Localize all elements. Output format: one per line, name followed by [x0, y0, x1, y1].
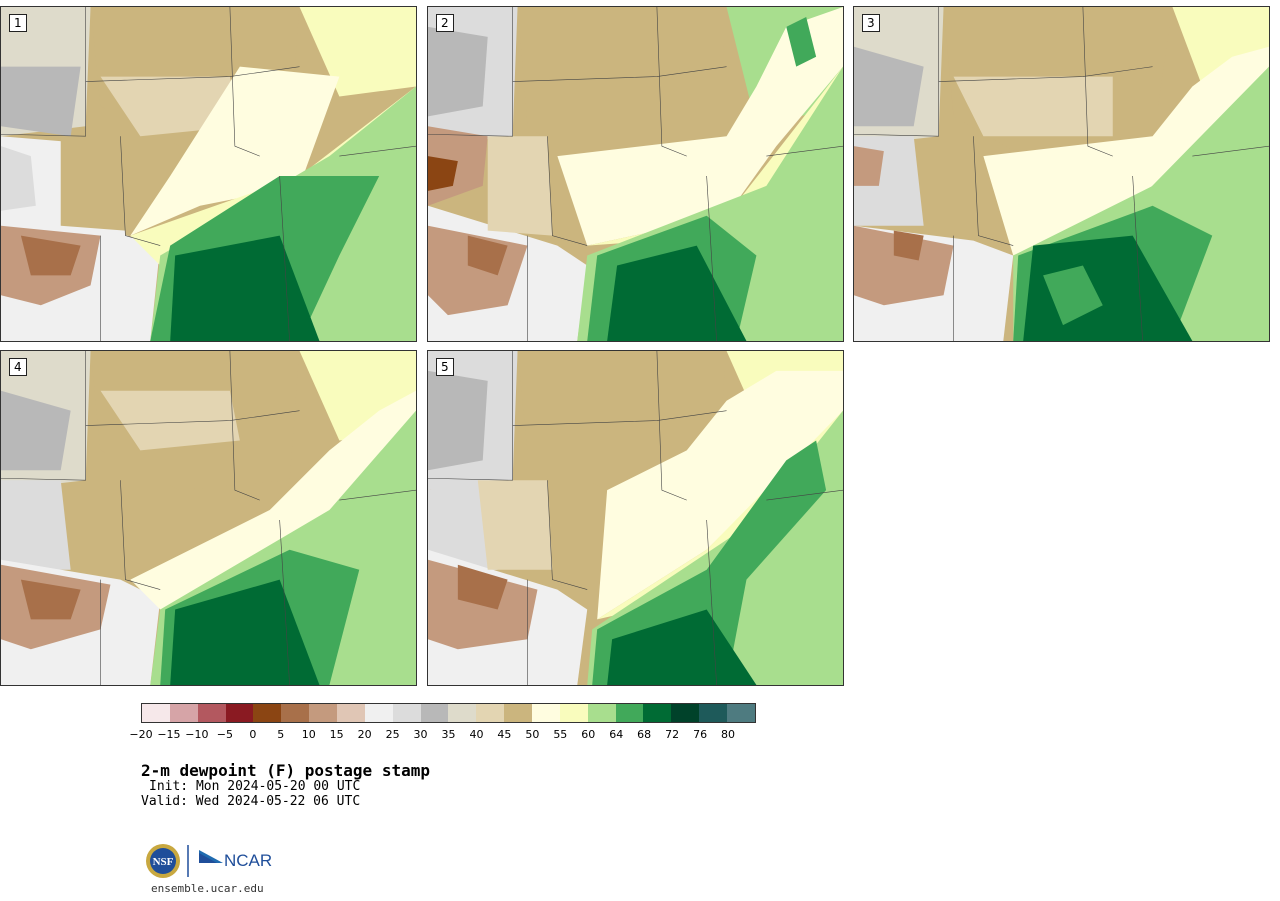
colorbar: [141, 703, 756, 723]
dewpoint-map-2: [428, 7, 843, 341]
panel-label: 3: [862, 14, 880, 32]
nsf-logo-icon: NSF: [146, 844, 180, 878]
map-title: 2-m dewpoint (F) postage stamp: [141, 761, 430, 780]
colorbar-tick-label: 80: [721, 728, 736, 741]
colorbar-swatch: [392, 704, 421, 722]
map-panel-2[interactable]: 2: [427, 6, 844, 342]
colorbar-swatch: [197, 704, 226, 722]
colorbar-tick-label: 76: [693, 728, 708, 741]
dewpoint-map-5: [428, 351, 843, 685]
colorbar-tick-label: 20: [357, 728, 372, 741]
map-panel-4[interactable]: 4: [0, 350, 417, 686]
colorbar-swatch: [142, 704, 170, 722]
valid-time: Valid: Wed 2024-05-22 06 UTC: [141, 794, 361, 809]
panel-label: 1: [9, 14, 27, 32]
colorbar-tick-label: 5: [277, 728, 285, 741]
colorbar-tick-label: 10: [301, 728, 316, 741]
map-panel-5[interactable]: 5: [427, 350, 844, 686]
colorbar-tick-label: 45: [497, 728, 512, 741]
colorbar-swatch: [699, 704, 728, 722]
colorbar-tick-label: 64: [609, 728, 624, 741]
footer-url[interactable]: ensemble.ucar.edu: [151, 882, 264, 895]
colorbar-swatch: [281, 704, 310, 722]
panel-label: 5: [436, 358, 454, 376]
colorbar-tick-label: 60: [581, 728, 596, 741]
colorbar-tick-label: 40: [469, 728, 484, 741]
ncar-logo-icon: NCAR: [199, 850, 272, 870]
colorbar-tick-label: 72: [665, 728, 680, 741]
colorbar-tick-label: 55: [553, 728, 568, 741]
colorbar-swatch: [643, 704, 672, 722]
colorbar-swatch: [587, 704, 616, 722]
colorbar-swatch: [671, 704, 700, 722]
colorbar-swatch: [448, 704, 477, 722]
panel-label: 2: [436, 14, 454, 32]
colorbar-swatch: [309, 704, 338, 722]
nsf-logo-text: NSF: [153, 856, 174, 868]
colorbar-tick-label: −10: [185, 728, 209, 741]
colorbar-tick-label: 15: [329, 728, 344, 741]
colorbar-swatch: [559, 704, 588, 722]
colorbar-tick-label: 68: [637, 728, 652, 741]
panel-label: 4: [9, 358, 27, 376]
colorbar-ticks: −20 −15 −10 −5 0 5 10 15 20 25 30 35 40 45 50 55 60 64 68 7…: [129, 728, 756, 742]
colorbar-swatch: [225, 704, 254, 722]
dewpoint-map-1: [1, 7, 416, 341]
ncar-logo-text: NCAR: [224, 851, 272, 870]
colorbar-swatch: [253, 704, 282, 722]
colorbar-swatch: [420, 704, 449, 722]
colorbar-tick-label: 25: [385, 728, 400, 741]
colorbar-swatch: [364, 704, 393, 722]
colorbar-tick-label: 30: [413, 728, 428, 741]
colorbar-swatch: [532, 704, 560, 722]
init-time: Init: Mon 2024-05-20 00 UTC: [149, 779, 361, 794]
colorbar-swatch: [337, 704, 365, 722]
colorbar-tick-label: −15: [157, 728, 181, 741]
colorbar-swatch: [476, 704, 505, 722]
map-panel-1[interactable]: 1: [0, 6, 417, 342]
colorbar-swatch: [727, 704, 755, 722]
colorbar-swatch: [615, 704, 644, 722]
colorbar-tick-label: −20: [129, 728, 153, 741]
colorbar-tick-label: −5: [216, 728, 233, 741]
logos: NSF NCAR: [145, 843, 275, 879]
dewpoint-map-4: [1, 351, 416, 685]
colorbar-tick-label: 35: [441, 728, 456, 741]
colorbar-tick-label: 0: [249, 728, 257, 741]
colorbar-swatch: [169, 704, 198, 722]
map-panel-3[interactable]: 3: [853, 6, 1270, 342]
colorbar-tick-label: 50: [525, 728, 540, 741]
colorbar-swatch: [504, 704, 533, 722]
dewpoint-map-3: [854, 7, 1269, 341]
